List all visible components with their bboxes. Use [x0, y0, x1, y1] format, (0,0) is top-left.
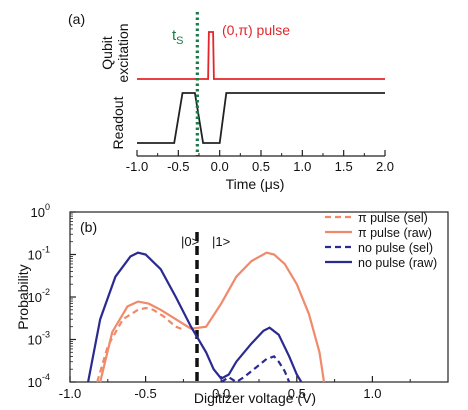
panel-b-label: (b): [80, 219, 97, 235]
panel-a-x-tick-label: 1.0: [293, 159, 311, 174]
panel-a-label: (a): [68, 11, 85, 27]
panel-b-y-tick-label: 10-3: [28, 330, 50, 348]
panel-a-x-tick-label: -1.0: [126, 159, 148, 174]
panel-b-y-tick-label: 10-1: [28, 245, 50, 263]
panel-a-x-tick-label: 1.5: [335, 159, 353, 174]
panel-b-y-tick-label: 10-2: [28, 287, 50, 305]
panel-b: (b) -1.0 -0.5 0.0 0.5 1.0 100 10-1 10-2 10-3 10-…: [15, 202, 449, 406]
panel-b-curves: [87, 251, 326, 384]
legend-label: π pulse (sel): [358, 211, 428, 225]
pulse-label: (0,π) pulse: [222, 22, 290, 38]
panel-a-x-tick-label: 0.5: [252, 159, 270, 174]
panel-b-xlabel: Digitizer voltage (V): [194, 390, 316, 406]
panel-b-y-ticks: 100 10-1 10-2 10-3 10-4: [28, 202, 76, 390]
panel-a-x-ticks: -1.0 -0.5 0.0 0.5 1.0 1.5 2.0: [126, 150, 394, 174]
legend-label: no pulse (raw): [358, 256, 437, 270]
series-line-1: [99, 251, 326, 383]
panel-b-x-tick-label: 0.5: [288, 386, 306, 401]
ts-label: tS: [172, 27, 184, 47]
panel-a: (a) Qubit excitation Readout tS (0,π) pu…: [68, 11, 394, 192]
legend-label: π pulse (raw): [358, 226, 432, 240]
series-line-2: [220, 355, 291, 384]
panel-b-x-tick-label: 0.0: [212, 386, 230, 401]
panel-a-x-tick-label: 0.0: [211, 159, 229, 174]
panel-b-x-tick-label: -1.0: [59, 386, 81, 401]
qubit-ylabel-line1: Qubit: [99, 36, 115, 70]
panel-b-ylabel: Probability: [15, 264, 31, 329]
panel-b-x-tick-label: -0.5: [134, 386, 156, 401]
panel-a-x-tick-label: 2.0: [376, 159, 394, 174]
panel-b-y-tick-label: 100: [31, 202, 50, 220]
legend: π pulse (sel)π pulse (raw)no pulse (sel)…: [325, 211, 437, 270]
series-line-0: [96, 306, 184, 383]
panel-a-xlabel: Time (μs): [226, 176, 285, 192]
panel-b-y-tick-label: 10-4: [28, 372, 50, 390]
state-1-label: |1>: [212, 234, 230, 249]
state-0-label: |0>: [181, 234, 199, 249]
qubit-excitation-trace: [137, 31, 385, 80]
readout-ylabel: Readout: [110, 96, 126, 149]
legend-label: no pulse (sel): [358, 241, 433, 255]
readout-trace: [137, 92, 385, 144]
panel-b-x-ticks: -1.0 -0.5 0.0 0.5 1.0: [59, 376, 411, 401]
qubit-ylabel-line2: excitation: [115, 23, 131, 82]
panel-a-x-tick-label: -0.5: [167, 159, 189, 174]
panel-b-x-tick-label: 1.0: [363, 386, 381, 401]
series-line-3: [87, 251, 303, 383]
